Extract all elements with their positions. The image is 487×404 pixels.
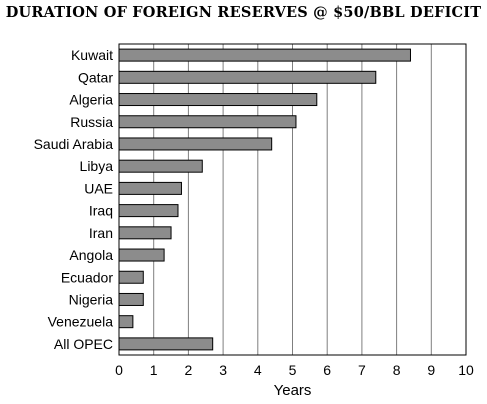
x-tick-label-6: 6 <box>323 362 331 378</box>
category-label-uae: UAE <box>84 180 113 196</box>
category-label-saudi-arabia: Saudi Arabia <box>34 136 114 152</box>
x-tick-label-4: 4 <box>254 362 262 378</box>
chart-title: DURATION OF FOREIGN RESERVES @ $50/BBL D… <box>5 4 482 21</box>
x-tick-label-5: 5 <box>289 362 297 378</box>
category-label-iran: Iran <box>89 225 113 241</box>
category-label-libya: Libya <box>80 158 114 174</box>
bar-ecuador <box>118 270 144 284</box>
bar-iran <box>118 226 172 240</box>
bar-venezuela <box>118 315 134 329</box>
x-tick-label-1: 1 <box>150 362 158 378</box>
bar-all-opec <box>118 337 214 351</box>
x-tick-labels: 0 1 2 3 4 5 6 7 8 9 10 <box>115 362 474 378</box>
category-label-iraq: Iraq <box>89 203 113 219</box>
grid-lines <box>153 44 432 355</box>
bars <box>118 48 411 351</box>
x-axis-label: Years <box>274 382 312 399</box>
bar-saudi-arabia <box>118 137 273 151</box>
category-label-qatar: Qatar <box>78 69 113 85</box>
bar-kuwait <box>118 48 411 62</box>
category-label-venezuela: Venezuela <box>48 314 114 330</box>
bar-libya <box>118 159 203 173</box>
bar-algeria <box>118 93 318 107</box>
bar-iraq <box>118 204 179 218</box>
bar-nigeria <box>118 292 144 306</box>
category-label-kuwait: Kuwait <box>71 47 113 63</box>
x-tick-label-0: 0 <box>115 362 123 378</box>
x-tick-label-9: 9 <box>427 362 435 378</box>
category-label-angola: Angola <box>69 247 113 263</box>
plot-frame <box>118 43 467 356</box>
x-tick-label-8: 8 <box>393 362 401 378</box>
category-label-russia: Russia <box>70 114 113 130</box>
x-tick-label-3: 3 <box>219 362 227 378</box>
category-label-ecuador: Ecuador <box>61 269 113 285</box>
bar-angola <box>118 248 165 262</box>
bar-uae <box>118 181 182 195</box>
x-tick-label-10: 10 <box>458 362 474 378</box>
x-tick-label-7: 7 <box>358 362 366 378</box>
bar-russia <box>118 115 297 129</box>
category-label-nigeria: Nigeria <box>69 291 114 307</box>
category-label-all-opec: All OPEC <box>54 336 113 352</box>
x-tick-label-2: 2 <box>185 362 193 378</box>
bar-qatar <box>118 70 377 84</box>
category-labels: Kuwait Qatar Algeria Russia Saudi Arabia Liby… <box>34 47 114 352</box>
category-label-algeria: Algeria <box>69 92 113 108</box>
